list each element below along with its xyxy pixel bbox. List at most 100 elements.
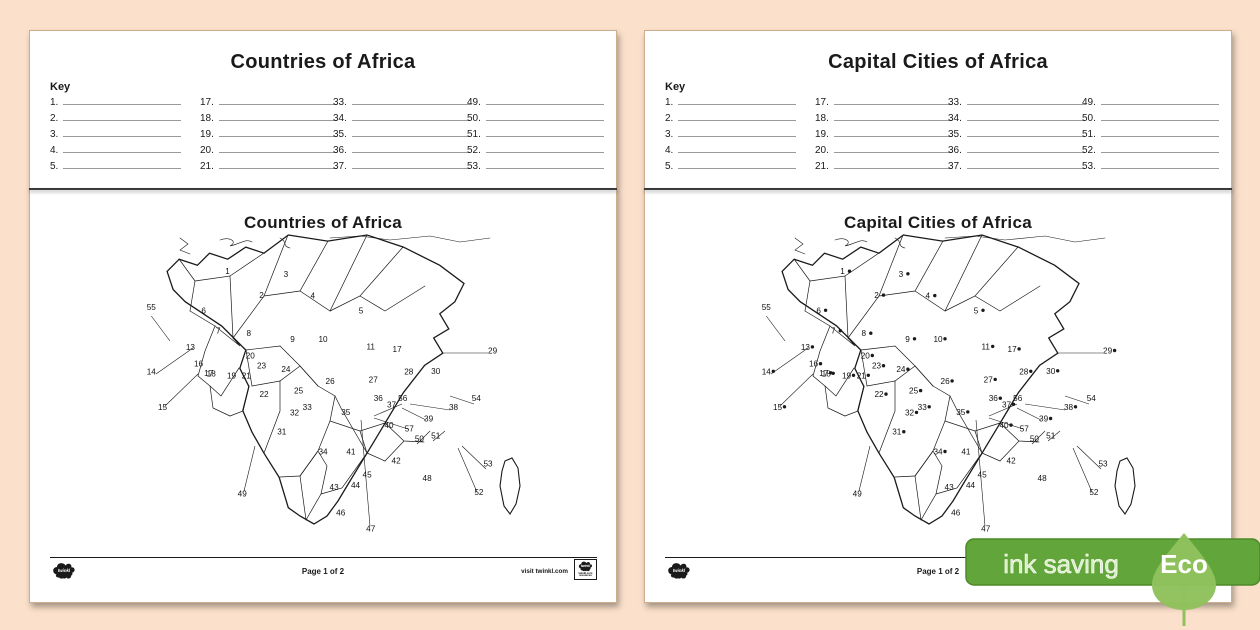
svg-text:51: 51 [1046, 431, 1056, 440]
svg-text:56: 56 [398, 394, 408, 403]
svg-text:51: 51 [431, 431, 441, 440]
svg-text:11: 11 [366, 342, 375, 351]
svg-text:36: 36 [374, 394, 384, 403]
svg-text:57: 57 [1020, 425, 1030, 434]
svg-text:8: 8 [862, 329, 867, 338]
svg-text:41: 41 [961, 448, 971, 457]
svg-text:19: 19 [227, 371, 237, 380]
svg-text:17: 17 [393, 345, 403, 354]
svg-text:41: 41 [346, 448, 356, 457]
svg-text:36: 36 [989, 394, 999, 403]
svg-text:38: 38 [449, 403, 459, 412]
svg-text:48: 48 [1038, 474, 1048, 483]
svg-text:39: 39 [424, 415, 434, 424]
svg-text:22: 22 [259, 390, 269, 399]
svg-text:23: 23 [257, 362, 267, 371]
svg-text:17: 17 [1008, 345, 1018, 354]
svg-text:29: 29 [488, 347, 498, 356]
svg-text:13: 13 [186, 343, 196, 352]
svg-text:30: 30 [1046, 367, 1056, 376]
svg-text:45: 45 [978, 470, 988, 479]
svg-text:18: 18 [207, 369, 217, 378]
svg-text:34: 34 [933, 448, 943, 457]
svg-text:14: 14 [147, 367, 157, 376]
svg-text:21: 21 [857, 371, 867, 380]
svg-text:twinkl: twinkl [581, 564, 590, 568]
svg-text:54: 54 [472, 394, 482, 403]
svg-text:7: 7 [216, 327, 221, 336]
svg-text:37: 37 [1002, 400, 1012, 409]
svg-text:34: 34 [318, 448, 328, 457]
svg-text:25: 25 [294, 387, 304, 396]
svg-text:23: 23 [872, 362, 882, 371]
svg-text:46: 46 [336, 509, 346, 518]
svg-text:53: 53 [1098, 460, 1108, 469]
svg-text:38: 38 [1064, 403, 1074, 412]
svg-text:1: 1 [840, 267, 845, 276]
svg-text:5: 5 [974, 306, 979, 315]
svg-text:24: 24 [281, 365, 291, 374]
svg-text:7: 7 [831, 327, 836, 336]
svg-text:Eco: Eco [1160, 549, 1208, 579]
svg-text:5: 5 [359, 306, 364, 315]
svg-text:20: 20 [246, 352, 256, 361]
svg-text:44: 44 [351, 481, 361, 490]
svg-text:31: 31 [892, 428, 902, 437]
svg-text:50: 50 [415, 434, 425, 443]
svg-text:16: 16 [194, 360, 204, 369]
svg-text:47: 47 [366, 525, 376, 534]
svg-text:11: 11 [981, 342, 990, 351]
svg-text:15: 15 [158, 403, 168, 412]
svg-text:14: 14 [762, 367, 772, 376]
svg-text:50: 50 [1030, 434, 1040, 443]
svg-text:57: 57 [405, 425, 415, 434]
svg-text:26: 26 [326, 377, 336, 386]
svg-text:9: 9 [905, 335, 910, 344]
svg-text:56: 56 [1013, 394, 1023, 403]
svg-text:3: 3 [899, 270, 904, 279]
svg-text:13: 13 [801, 343, 811, 352]
svg-text:43: 43 [330, 483, 340, 492]
svg-text:25: 25 [909, 387, 919, 396]
svg-text:ink saving: ink saving [1003, 549, 1119, 579]
svg-text:49: 49 [238, 490, 248, 499]
svg-text:18: 18 [822, 369, 832, 378]
svg-text:26: 26 [941, 377, 951, 386]
svg-text:4: 4 [926, 292, 931, 301]
svg-text:45: 45 [363, 470, 373, 479]
svg-text:6: 6 [816, 306, 821, 315]
svg-text:30: 30 [431, 367, 441, 376]
svg-text:44: 44 [966, 481, 976, 490]
svg-text:2: 2 [874, 291, 879, 300]
svg-text:6: 6 [201, 306, 206, 315]
svg-text:28: 28 [404, 367, 414, 376]
svg-text:55: 55 [762, 303, 772, 312]
svg-text:37: 37 [387, 400, 397, 409]
svg-text:24: 24 [896, 365, 906, 374]
svg-text:32: 32 [290, 408, 300, 417]
svg-text:27: 27 [984, 375, 994, 384]
svg-text:48: 48 [423, 474, 433, 483]
svg-text:40: 40 [384, 421, 394, 430]
svg-text:8: 8 [247, 329, 252, 338]
svg-text:33: 33 [303, 403, 313, 412]
svg-text:55: 55 [147, 303, 157, 312]
svg-text:52: 52 [474, 488, 484, 497]
svg-text:33: 33 [918, 403, 928, 412]
svg-text:54: 54 [1087, 394, 1097, 403]
svg-text:2: 2 [259, 291, 264, 300]
svg-text:19: 19 [842, 371, 852, 380]
svg-text:10: 10 [318, 335, 328, 344]
svg-text:40: 40 [999, 421, 1009, 430]
svg-text:22: 22 [874, 390, 884, 399]
svg-text:27: 27 [369, 375, 379, 384]
svg-text:28: 28 [1019, 367, 1029, 376]
svg-text:20: 20 [861, 352, 871, 361]
svg-text:42: 42 [392, 457, 402, 466]
svg-text:35: 35 [956, 408, 966, 417]
svg-text:1: 1 [225, 267, 230, 276]
svg-text:15: 15 [773, 403, 783, 412]
svg-text:32: 32 [905, 408, 915, 417]
svg-text:46: 46 [951, 509, 961, 518]
svg-text:43: 43 [945, 483, 955, 492]
